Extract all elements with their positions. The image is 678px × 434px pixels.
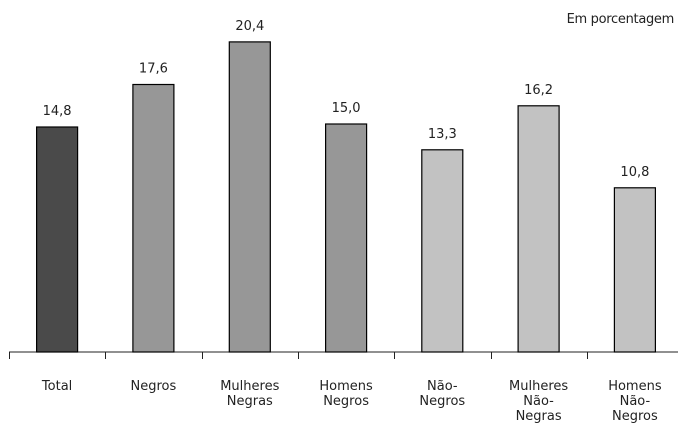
bar: [517, 105, 560, 353]
data-label: 17,6: [139, 62, 168, 77]
category-label-line: Não-: [523, 394, 554, 409]
category-label: Mulheres Negras: [220, 379, 279, 409]
category-label-line: Negras: [516, 409, 562, 424]
category-label: Homens Não-Negros: [608, 379, 662, 424]
unit-note: Em porcentagem: [566, 12, 675, 27]
bar: [228, 41, 271, 353]
data-label: 20,4: [235, 19, 264, 34]
category-label-line: Não-: [427, 379, 458, 394]
category-label-line: Negros: [419, 394, 465, 409]
category-label-line: Negras: [227, 394, 273, 409]
category-label: Total: [41, 379, 72, 394]
category-label: Homens Negros: [319, 379, 373, 409]
data-label: 14,8: [43, 104, 72, 119]
bar: [132, 83, 175, 353]
category-label-line: Negros: [612, 409, 658, 424]
category-label-line: Mulheres: [220, 379, 279, 394]
category-label-line: Não-: [620, 394, 651, 409]
category-label-line: Negros: [323, 394, 369, 409]
data-label: 16,2: [524, 83, 553, 98]
bar: [325, 123, 368, 353]
category-label: Mulheres Não-Negras: [509, 379, 568, 424]
category-label-line: Homens: [319, 379, 373, 394]
category-label-line: Negros: [131, 379, 177, 394]
category-label-line: Mulheres: [509, 379, 568, 394]
data-label: 13,3: [428, 127, 457, 142]
bar: [35, 126, 79, 353]
category-label: Negros: [131, 379, 177, 394]
category-label-line: Homens: [608, 379, 662, 394]
bar: [421, 149, 464, 353]
category-label: Não-Negros: [419, 379, 465, 409]
bar: [613, 187, 657, 353]
category-label-line: Total: [41, 379, 72, 394]
data-label: 10,8: [620, 165, 649, 180]
data-label: 15,0: [332, 101, 361, 116]
